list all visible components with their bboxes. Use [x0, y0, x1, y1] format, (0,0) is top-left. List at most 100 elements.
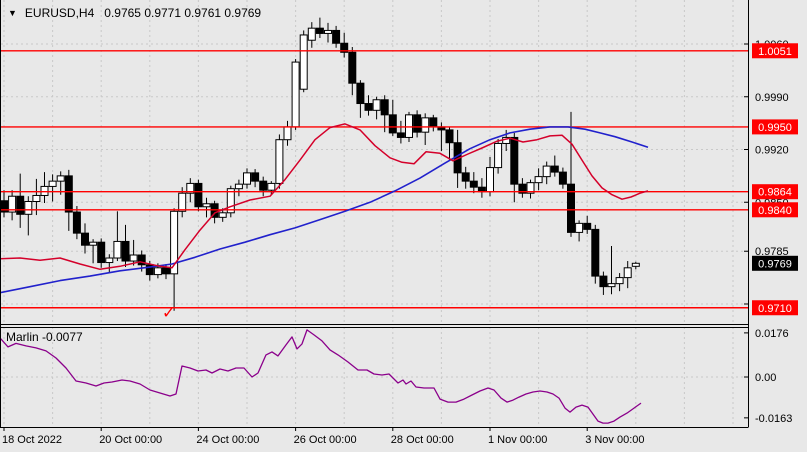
- bull-candle: [218, 212, 227, 218]
- bear-candle: [413, 114, 422, 133]
- time-axis-labels: 18 Oct 2022 20 Oct 00:00 24 Oct 00:00 26 Oc…: [2, 428, 645, 446]
- bull-candle: [243, 172, 251, 185]
- bear-candle: [81, 232, 89, 246]
- chart-title: ▼ EURUSD,H4 0.9765 0.9771 0.9761 0.9769: [8, 6, 261, 20]
- time-tick-label: 1 Nov 00:00: [488, 434, 547, 446]
- bear-candle: [461, 172, 470, 182]
- bear-candle: [97, 241, 106, 264]
- level-price-tag: 0.9950: [758, 122, 792, 134]
- bull-candle: [631, 262, 640, 267]
- bull-candle: [542, 165, 551, 178]
- bull-candle: [623, 267, 632, 279]
- bull-candle: [129, 254, 138, 262]
- bear-candle: [518, 183, 527, 194]
- ma-slow-line: [0, 126, 649, 294]
- bear-candle: [194, 182, 203, 208]
- indicator-tick-label: -0.0163: [755, 413, 792, 425]
- time-tick-label: 24 Oct 00:00: [196, 434, 259, 446]
- bull-candle: [186, 182, 195, 194]
- candles: [0, 17, 640, 311]
- bull-candle: [607, 283, 616, 288]
- bear-candle: [445, 129, 454, 144]
- indicator-tick-label: 0.0176: [755, 328, 789, 340]
- level-price-tag-bg: [752, 184, 798, 200]
- bear-candle: [332, 29, 341, 44]
- time-tick-label: 3 Nov 00:00: [585, 434, 644, 446]
- time-tick-label: 20 Oct 00:00: [99, 434, 162, 446]
- bear-candle: [591, 228, 600, 277]
- level-price-tag: 0.9864: [758, 187, 792, 199]
- bull-candle: [40, 185, 49, 196]
- bull-candle: [202, 203, 211, 208]
- time-tick-label: 18 Oct 2022: [2, 434, 62, 446]
- gridlines: [1, 0, 748, 427]
- price-tick-label: 0.9920: [755, 145, 789, 157]
- bull-candle: [372, 99, 381, 111]
- level-price-tag-bg: [752, 202, 798, 218]
- bull-candle: [8, 195, 17, 213]
- bear-candle: [72, 211, 81, 234]
- bear-candle: [251, 172, 260, 182]
- time-tick-label: 26 Oct 00:00: [294, 434, 357, 446]
- marlin-line: [0, 329, 642, 424]
- bull-candle: [486, 167, 494, 193]
- bear-candle: [558, 171, 567, 185]
- level-price-tag: 0.9840: [758, 205, 792, 217]
- bull-candle: [299, 34, 308, 90]
- current-price-tag: 0.9769: [758, 258, 792, 270]
- price-axis-labels: 1.00600.99900.99200.98500.97850.97150.01…: [744, 39, 792, 425]
- bear-candle: [356, 82, 365, 105]
- price-tags: 1.0051 0.9950 0.9864 0.9840 0.9710 0.9769: [752, 43, 798, 316]
- bear-candle: [567, 183, 575, 233]
- indicator-tick-label: 0.00: [755, 372, 776, 384]
- bull-candle: [89, 241, 98, 246]
- current-price-tag-bg: [752, 255, 798, 271]
- bull-candle: [48, 180, 57, 187]
- bull-candle: [307, 27, 316, 41]
- bull-candle: [24, 200, 33, 215]
- bull-candle: [234, 183, 243, 190]
- bull-candle: [534, 176, 543, 184]
- chart-symbol-timeframe: EURUSD,H4: [24, 6, 95, 20]
- bear-candle: [388, 114, 397, 134]
- bull-candle: [105, 257, 114, 264]
- time-tick-label: 28 Oct 00:00: [391, 434, 454, 446]
- bull-candle: [283, 126, 292, 141]
- buy-signal-checkmark-icon: ✓: [162, 305, 175, 322]
- bear-candle: [599, 275, 608, 288]
- bear-candle: [550, 165, 559, 173]
- level-price-tag-bg: [752, 43, 798, 59]
- symbol-dropdown-icon[interactable]: ▼: [8, 7, 17, 18]
- bull-candle: [324, 29, 332, 34]
- bear-candle: [469, 180, 478, 188]
- bull-candle: [421, 117, 430, 133]
- price-tick-label: 0.9785: [755, 246, 789, 258]
- bull-candle: [153, 267, 162, 276]
- bear-candle: [64, 175, 73, 213]
- bear-candle: [380, 99, 389, 116]
- level-price-tag-bg: [752, 119, 798, 135]
- bull-candle: [113, 240, 122, 259]
- level-lines: [1, 50, 748, 309]
- bear-candle: [16, 195, 25, 215]
- bear-candle: [340, 42, 349, 53]
- bear-candle: [145, 264, 154, 276]
- bear-candle: [162, 267, 170, 275]
- pane-borders: [0, 0, 749, 428]
- bear-candle: [210, 203, 219, 218]
- bull-candle: [226, 188, 235, 214]
- chart-ohlc-readout: 0.9765 0.9771 0.9761 0.9769: [104, 6, 262, 20]
- bear-candle: [137, 254, 146, 266]
- indicator-name-value: Marlin -0.0077: [6, 330, 83, 344]
- bull-candle: [178, 192, 187, 212]
- bear-candle: [121, 240, 130, 262]
- bull-candle: [494, 142, 503, 169]
- ma-fast-line: [0, 123, 649, 271]
- bull-candle: [405, 114, 413, 138]
- bull-candle: [267, 182, 276, 191]
- price-tick-label: 0.9990: [755, 92, 789, 104]
- bear-candle: [348, 51, 357, 84]
- bull-candle: [575, 222, 584, 233]
